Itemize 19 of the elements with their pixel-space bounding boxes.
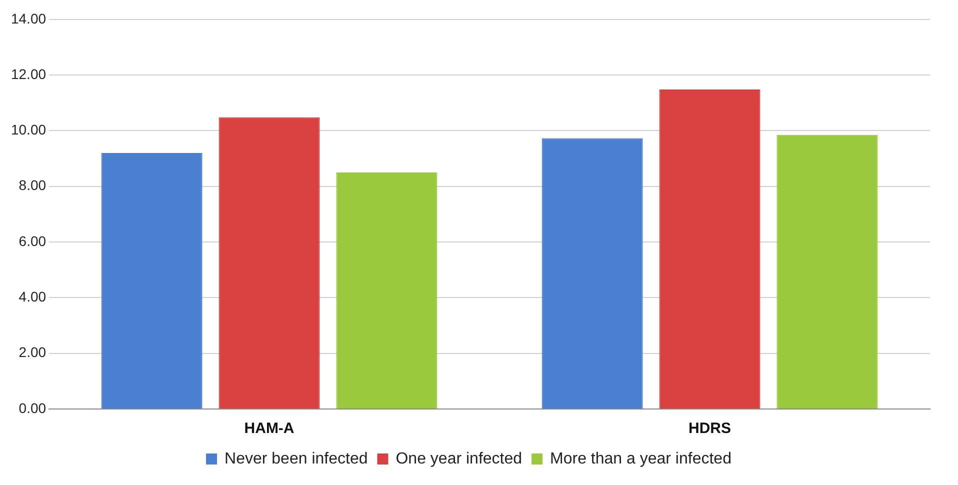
x-tick-label: HAM-A — [244, 420, 294, 438]
y-tick-label: 6.00 — [18, 232, 46, 249]
bar — [776, 134, 878, 408]
bar — [542, 138, 643, 408]
y-tick-label: 4.00 — [18, 288, 46, 305]
bar — [101, 152, 202, 408]
legend-label: Never been infected — [224, 450, 368, 468]
y-tick-label: 10.00 — [10, 122, 46, 138]
legend-label: More than a year infected — [550, 450, 732, 468]
y-tick-label: 0.00 — [18, 400, 46, 416]
x-tick-label: HDRS — [688, 420, 732, 438]
bar — [336, 172, 438, 408]
y-tick-label: 14.00 — [10, 10, 46, 26]
legend-label: One year infected — [396, 450, 522, 468]
bar — [659, 90, 760, 408]
y-tick-label: 12.00 — [10, 66, 46, 82]
bar — [218, 117, 320, 408]
y-tick-label: 2.00 — [18, 344, 46, 360]
y-tick-label: 8.00 — [18, 177, 46, 194]
